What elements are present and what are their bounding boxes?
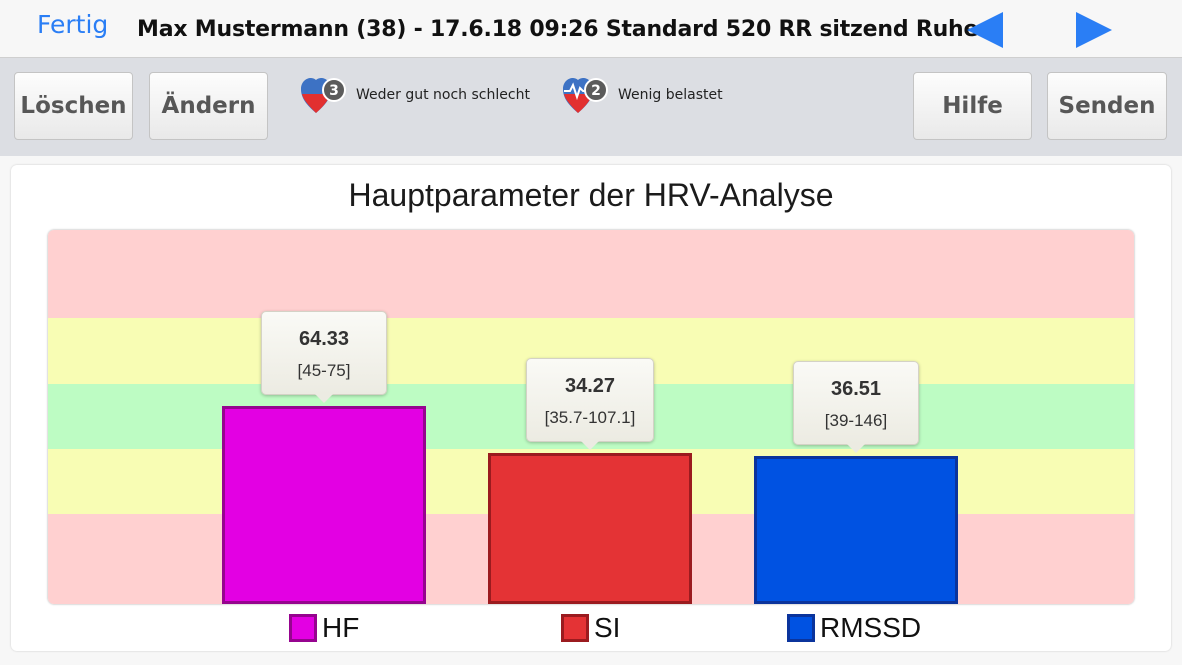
callout-rmssd: 36.51 [39-146]	[793, 361, 919, 453]
chart-card: Hauptparameter der HRV-Analyse 64.33 [45…	[11, 165, 1171, 651]
status-text: Wenig belastet	[618, 87, 723, 103]
reference-range: [39-146]	[824, 411, 888, 430]
status-indicator-overall: 3 Weder gut noch schlecht	[300, 77, 530, 115]
previous-arrow-icon[interactable]	[965, 10, 1005, 55]
legend-item-si[interactable]: SI	[561, 612, 620, 644]
navigation-bar: Fertig Max Mustermann (38) - 17.6.18 09:…	[0, 0, 1182, 58]
bar-hf[interactable]	[222, 406, 426, 604]
data-label: 36.51	[830, 378, 882, 400]
legend-swatch	[289, 614, 317, 642]
status-indicator-stress: 2 Wenig belastet	[562, 77, 723, 115]
legend-swatch	[787, 614, 815, 642]
send-button[interactable]: Senden	[1047, 72, 1167, 140]
heart-icon: 3	[300, 77, 350, 115]
status-text: Weder gut noch schlecht	[356, 87, 530, 103]
legend-label: SI	[594, 612, 621, 643]
legend-label: RMSSD	[820, 612, 922, 643]
toolbar: Löschen Ändern 3 Weder gut noch schlecht…	[0, 58, 1182, 201]
delete-button[interactable]: Löschen	[14, 72, 133, 140]
status-badge: 3	[329, 83, 339, 99]
data-label: 64.33	[298, 328, 350, 350]
done-button[interactable]: Fertig	[37, 10, 109, 39]
help-button[interactable]: Hilfe	[913, 72, 1032, 140]
plot-area: 64.33 [45-75] 34.27 [35.7-107.1] 36.51 […	[48, 230, 1134, 604]
session-title: Max Mustermann (38) - 17.6.18 09:26 Stan…	[137, 17, 979, 42]
legend-swatch	[561, 614, 589, 642]
zone-band-red-top	[48, 230, 1134, 318]
bar-rmssd[interactable]	[754, 456, 958, 604]
reference-range: [45-75]	[297, 361, 351, 380]
status-badge: 2	[591, 83, 601, 99]
bar-si[interactable]	[488, 453, 692, 604]
heart-pulse-icon: 2	[562, 77, 612, 115]
legend-label: HF	[322, 612, 360, 643]
next-arrow-icon[interactable]	[1074, 10, 1114, 55]
callout-si: 34.27 [35.7-107.1]	[526, 358, 654, 450]
legend-item-rmssd[interactable]: RMSSD	[787, 612, 921, 644]
legend-item-hf[interactable]: HF	[289, 612, 359, 644]
chart-title: Hauptparameter der HRV-Analyse	[348, 177, 834, 213]
reference-range: [35.7-107.1]	[544, 408, 636, 427]
callout-hf: 64.33 [45-75]	[261, 311, 387, 403]
data-label: 34.27	[564, 375, 616, 397]
edit-button[interactable]: Ändern	[149, 72, 268, 140]
